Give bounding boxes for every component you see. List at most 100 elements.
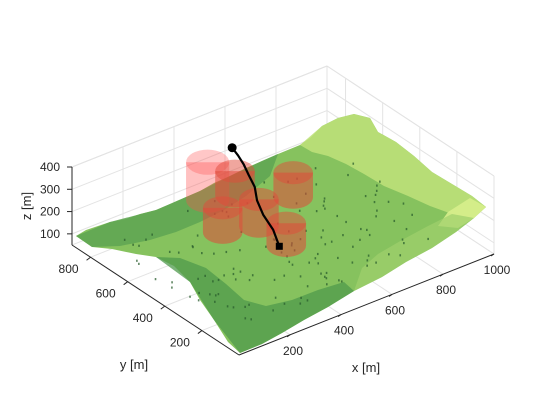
rock-speckle (232, 306, 235, 309)
y-axis-label: y [m] (120, 357, 148, 372)
rock-speckle (248, 278, 251, 282)
grid-wall-z-right (326, 65, 495, 177)
grid-wall-z-right (326, 87, 495, 199)
rock-speckle (315, 183, 318, 186)
rock-speckle (272, 309, 274, 312)
rock-speckle (225, 250, 228, 254)
rock-speckle (145, 238, 147, 241)
rock-speckle (263, 181, 266, 184)
rock-speckle (201, 252, 203, 255)
rock-speckle (366, 264, 368, 267)
rock-speckle (352, 162, 355, 165)
obstacle-side (202, 207, 243, 244)
x-tick-label: 1000 (484, 263, 511, 277)
rock-speckle (366, 228, 368, 232)
rock-speckle (212, 280, 214, 283)
rock-speckle (314, 167, 317, 170)
rock-speckle (197, 299, 200, 302)
rock-speckle (367, 254, 370, 257)
rock-speckle (197, 277, 199, 280)
rock-speckle (342, 234, 344, 237)
trajectory-start-marker (275, 242, 283, 250)
rock-speckle (250, 318, 253, 321)
rock-speckle (388, 253, 390, 256)
terrain-valley-south (156, 257, 354, 353)
rock-speckle (265, 245, 267, 248)
rock-speckle (226, 305, 229, 308)
rock-speckle (248, 303, 250, 306)
rock-speckle (376, 184, 378, 187)
obstacle-top (186, 149, 230, 175)
rock-speckle (315, 210, 318, 213)
rock-speckle (191, 245, 194, 248)
x-tick-label: 400 (334, 324, 354, 338)
rock-speckle (376, 209, 378, 212)
x-tick-label: 800 (436, 283, 456, 297)
obstacle-cylinder (273, 161, 313, 209)
y-tick-label: 200 (170, 336, 190, 350)
rock-speckle (196, 234, 199, 237)
trajectory-line (231, 147, 281, 247)
rock-speckle (336, 214, 339, 218)
rock-speckle (324, 207, 326, 210)
x-tick-mark (388, 293, 393, 297)
rock-speckle (234, 278, 237, 281)
obstacle-top (266, 211, 307, 235)
grid-wall-z-back (71, 87, 328, 190)
y-tick-mark (86, 256, 91, 261)
rock-speckle (364, 194, 367, 198)
rock-speckle (138, 262, 140, 265)
rock-speckle (403, 242, 405, 245)
rock-speckle (399, 254, 402, 257)
rock-speckle (298, 209, 301, 212)
rock-speckle (427, 237, 429, 241)
terrain-slope-south-east (354, 214, 474, 291)
rock-speckle (244, 317, 247, 320)
rock-speckle (401, 238, 404, 241)
rock-speckle (177, 251, 180, 254)
rock-speckle (375, 215, 377, 218)
rock-speckle (209, 293, 211, 296)
obstacle-cylinders (186, 149, 313, 258)
y-tick-mark (123, 281, 128, 286)
rock-speckle (322, 204, 325, 207)
rock-speckle (379, 180, 381, 183)
rock-speckle (274, 296, 277, 299)
grid-wall-z-back (71, 132, 328, 235)
x-axis-line (238, 253, 495, 356)
rock-speckle (123, 238, 126, 241)
rock-speckle (323, 275, 326, 278)
obstacle-top (273, 161, 313, 185)
rock-speckle (171, 286, 173, 289)
rock-speckle (291, 263, 294, 266)
rock-speckle (325, 271, 328, 275)
rock-speckle (308, 261, 311, 264)
rock-speckle (366, 259, 369, 262)
y-axis-line (71, 244, 240, 356)
x-tick-mark (337, 314, 342, 318)
rock-speckle (213, 252, 215, 255)
rock-speckle (324, 243, 327, 246)
rock-speckle (322, 229, 324, 232)
rock-speckle (345, 220, 347, 224)
rock-speckle (368, 233, 371, 237)
rock-speckle (387, 200, 390, 203)
obstacle-side (215, 171, 255, 208)
rock-speckle (316, 252, 319, 256)
z-tick-label: 100 (40, 227, 60, 241)
x-tick-mark (439, 273, 444, 277)
rock-speckle (283, 274, 286, 277)
rock-speckle (288, 260, 291, 263)
y-tick-label: 600 (96, 287, 116, 301)
obstacle-cylinder (202, 196, 243, 244)
rock-speckle (338, 279, 340, 282)
rock-speckle (186, 209, 189, 213)
rock-speckle (217, 293, 220, 296)
y-tick-label: 800 (59, 262, 79, 276)
x-tick-label: 600 (385, 303, 405, 317)
rock-speckle (317, 262, 320, 265)
rock-speckle (213, 199, 216, 203)
rock-speckle (217, 278, 220, 282)
rock-speckle (138, 244, 140, 247)
rock-speckle (402, 202, 405, 205)
